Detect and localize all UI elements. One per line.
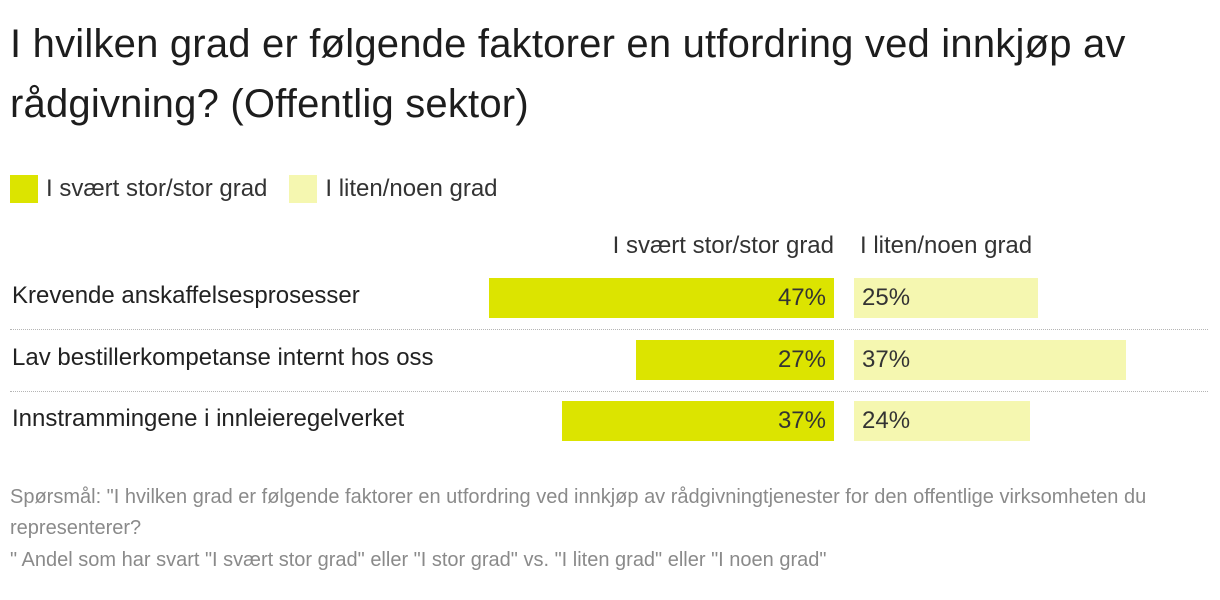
bar-high: 27%	[635, 340, 834, 380]
data-label-high: 37%	[777, 407, 826, 434]
legend-swatch-high	[10, 175, 38, 203]
category-label: Innstrammingene i innleieregelverket	[12, 405, 405, 432]
column-header-low: I liten/noen grad	[860, 232, 1033, 259]
category-label: Krevende anskaffelsesprosesser	[12, 282, 360, 309]
data-label-low: 25%	[862, 284, 911, 311]
chart-title: I hvilken grad er følgende faktorer en u…	[10, 22, 1126, 126]
row-divider	[10, 329, 1208, 330]
row-divider	[10, 391, 1208, 392]
data-label-high: 47%	[777, 284, 826, 311]
definition-note: " Andel som har svart "I svært stor grad…	[10, 549, 827, 571]
question-note: Spørsmål: "I hvilken grad er følgende fa…	[10, 486, 1147, 539]
legend-item-low: I liten/noen grad	[289, 175, 498, 203]
bar-high: 37%	[562, 401, 834, 441]
legend-swatch-low	[289, 175, 318, 203]
legend-label-low: I liten/noen grad	[325, 175, 498, 202]
bar-low: 25%	[854, 278, 1038, 318]
bar-low: 24%	[854, 401, 1031, 441]
bar-high: 47%	[488, 278, 834, 318]
data-label-high: 27%	[777, 346, 826, 373]
legend-item-high: I svært stor/stor grad	[10, 175, 267, 203]
category-label: Lav bestillerkompetanse internt hos oss	[12, 344, 434, 371]
legend: I svært stor/stor grad I liten/noen grad	[10, 172, 520, 206]
bar-low: 37%	[854, 340, 1126, 380]
data-label-low: 24%	[862, 407, 911, 434]
data-label-low: 37%	[862, 346, 911, 373]
legend-label-high: I svært stor/stor grad	[46, 175, 268, 202]
column-header-high: I svært stor/stor grad	[612, 232, 834, 259]
